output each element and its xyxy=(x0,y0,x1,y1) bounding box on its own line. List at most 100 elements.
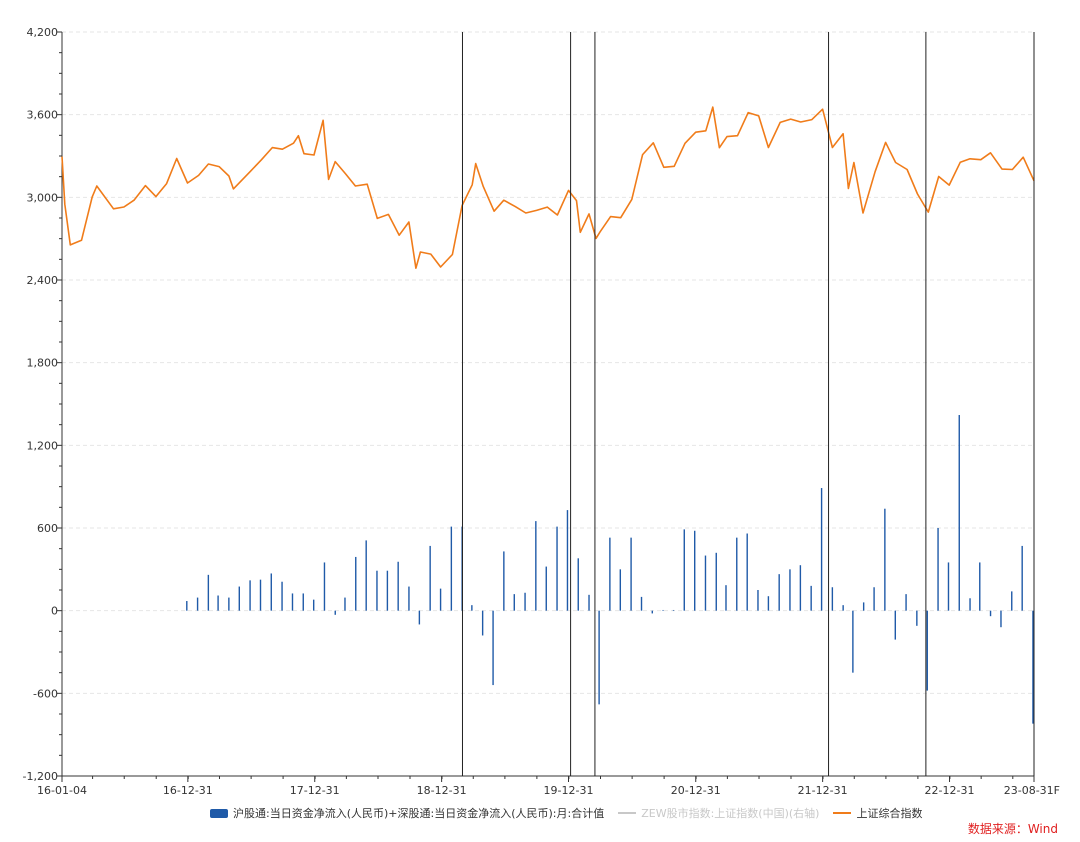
flow-bar xyxy=(757,590,759,611)
flow-bar xyxy=(524,592,526,611)
legend: 沪股通:当日资金净流入(人民币)+深股通:当日资金净流入(人民币):月:合计值 … xyxy=(210,805,936,821)
y-tick-label: 1,800 xyxy=(27,357,59,370)
chart: 4,200 3,600 3,000 2,400 1,800 1,200 600 0 -600 -1… xyxy=(23,26,1060,797)
x-axis: 16-01-04 16-12-31 17-12-31 18-12-31 19-12-31… xyxy=(37,775,1060,797)
flow-bar xyxy=(662,609,664,611)
flow-bar xyxy=(450,526,453,611)
flow-bar xyxy=(1011,591,1013,611)
flow-bar xyxy=(937,528,939,611)
flow-bar xyxy=(884,508,886,611)
flow-bar xyxy=(704,555,707,611)
flow-bar xyxy=(207,574,210,611)
x-tick-label: 18-12-31 xyxy=(417,784,467,797)
flow-bar xyxy=(926,610,928,691)
flow-bar xyxy=(481,610,484,636)
flow-bar xyxy=(672,609,675,611)
flow-bar xyxy=(196,597,199,611)
flow-bar xyxy=(651,610,653,614)
flow-bar xyxy=(894,610,896,640)
x-tick-label: 23-08-31F xyxy=(1004,784,1060,797)
x-tick-label: 21-12-31 xyxy=(798,784,848,797)
flow-bar xyxy=(820,488,823,611)
y-tick-label: 1,200 xyxy=(27,439,59,452)
flow-bar xyxy=(767,596,770,611)
flow-bar xyxy=(799,565,802,611)
flow-bar xyxy=(831,587,834,611)
flow-bar xyxy=(376,570,378,611)
flow-bar xyxy=(789,569,791,611)
y-tick-label: 600 xyxy=(37,522,58,535)
legend-swatch-sse xyxy=(833,812,852,814)
legend-item-sse[interactable]: 上证综合指数 xyxy=(833,805,922,821)
x-tick-label: 16-01-04 xyxy=(37,784,87,797)
flow-bar xyxy=(186,601,188,611)
legend-item-zew[interactable]: ZEW股市指数:上证指数(中国)(右轴) xyxy=(618,805,819,821)
flow-bar xyxy=(556,526,558,611)
flow-bar xyxy=(228,597,230,611)
flow-bar xyxy=(503,551,505,611)
y-tick-label: -600 xyxy=(33,687,58,700)
flow-bar xyxy=(270,573,272,611)
vertical-markers xyxy=(461,32,1035,776)
flow-bar xyxy=(291,593,294,611)
x-tick-label: 16-12-31 xyxy=(163,784,213,797)
x-tick-label: 17-12-31 xyxy=(290,784,340,797)
flow-bar xyxy=(609,537,611,611)
flow-bar xyxy=(1000,610,1002,628)
flow-bar xyxy=(439,588,442,611)
flow-bar xyxy=(630,537,632,611)
flow-bar xyxy=(1032,610,1034,724)
flow-bar xyxy=(344,597,346,611)
flow-bar xyxy=(217,595,219,611)
legend-label-zew: ZEW股市指数:上证指数(中国)(右轴) xyxy=(641,807,820,820)
flow-bar xyxy=(577,558,579,611)
source-note: 数据来源：Wind xyxy=(967,822,1058,836)
flow-bar xyxy=(429,545,431,611)
flow-bar xyxy=(566,510,569,611)
legend-swatch-zew xyxy=(618,812,637,814)
x-tick-label: 19-12-31 xyxy=(544,784,594,797)
line-series xyxy=(61,106,1035,270)
flow-bar xyxy=(694,530,696,611)
legend-label-flow: 沪股通:当日资金净流入(人民币)+深股通:当日资金净流入(人民币):月:合计值 xyxy=(233,807,605,820)
flow-bar xyxy=(492,610,494,686)
flow-bar xyxy=(852,610,854,673)
flow-bar xyxy=(842,605,844,611)
flow-bar xyxy=(778,574,780,611)
flow-bar xyxy=(958,415,960,611)
flow-bar xyxy=(365,540,367,611)
flow-bar xyxy=(598,610,600,705)
flow-bar xyxy=(408,586,410,611)
legend-swatch-flow xyxy=(210,808,228,818)
flow-bar xyxy=(989,610,992,617)
flow-bar xyxy=(355,556,357,611)
sse-index-line xyxy=(61,106,1035,270)
y-tick-label: 4,200 xyxy=(27,26,59,39)
gridlines xyxy=(62,31,1034,694)
y-tick-label: 3,000 xyxy=(27,191,59,204)
flow-bar xyxy=(1021,545,1023,611)
y-tick-label: -1,200 xyxy=(23,770,58,783)
y-axis: 4,200 3,600 3,000 2,400 1,800 1,200 600 0 -600 -1… xyxy=(23,26,63,783)
flow-bar xyxy=(619,569,622,611)
flow-bar xyxy=(238,586,240,611)
flow-bar xyxy=(259,579,262,611)
flow-bar xyxy=(746,533,748,611)
flow-bar xyxy=(969,598,971,611)
x-tick-label: 20-12-31 xyxy=(671,784,721,797)
flow-bar xyxy=(312,599,315,611)
flow-bar xyxy=(418,610,421,625)
flow-bar xyxy=(471,605,473,611)
flow-bar xyxy=(640,596,643,611)
flow-bar xyxy=(535,521,537,611)
flow-bar xyxy=(513,594,515,611)
flow-bar xyxy=(302,593,304,611)
y-tick-label: 2,400 xyxy=(27,274,59,287)
flow-bar xyxy=(862,602,865,611)
flow-bar xyxy=(725,585,727,611)
flow-bar xyxy=(905,594,907,611)
flow-bar xyxy=(281,581,283,611)
flow-bar xyxy=(715,552,717,611)
y-tick-label: 0 xyxy=(51,605,58,618)
legend-item-flow[interactable]: 沪股通:当日资金净流入(人民币)+深股通:当日资金净流入(人民币):月:合计值 xyxy=(210,805,604,821)
